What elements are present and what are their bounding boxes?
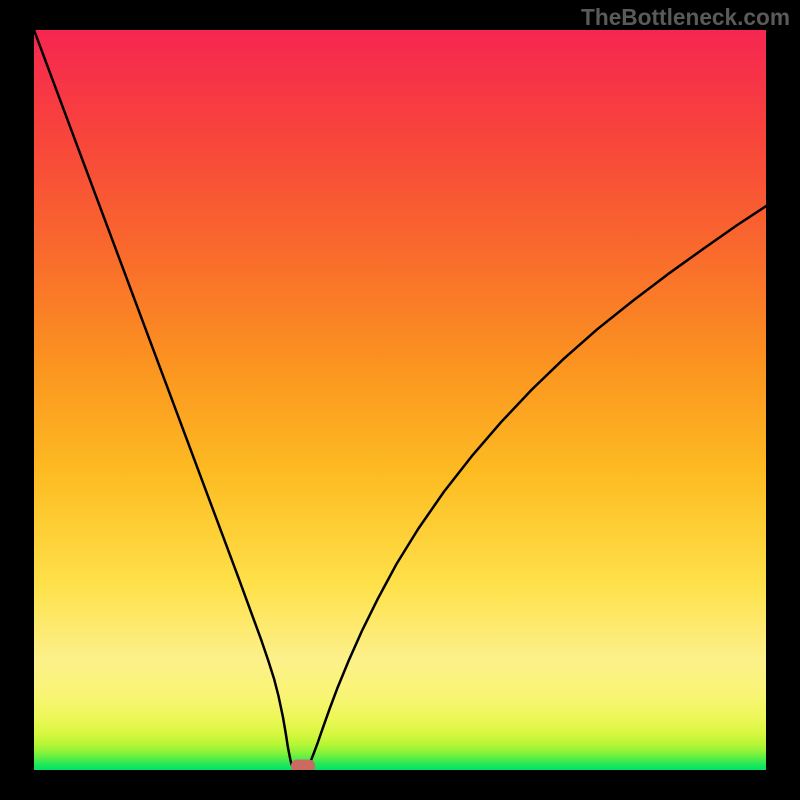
minimum-marker bbox=[291, 759, 315, 770]
bottleneck-curve bbox=[34, 30, 766, 766]
plot-area bbox=[34, 30, 766, 770]
watermark-text: TheBottleneck.com bbox=[581, 4, 790, 31]
chart-canvas: TheBottleneck.com bbox=[0, 0, 800, 800]
curve-svg bbox=[34, 30, 766, 770]
